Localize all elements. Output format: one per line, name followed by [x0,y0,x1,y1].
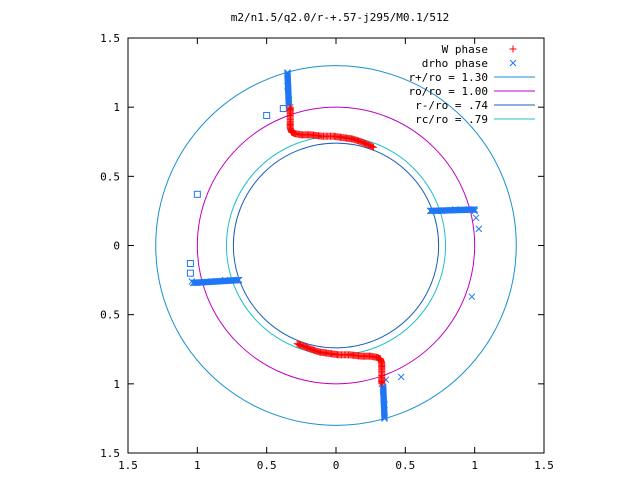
drho-phase-square [263,111,271,119]
x-tick-label: 1 [471,459,478,472]
legend-label-circle: r+/ro = 1.30 [409,71,488,84]
drho-phase-point-b [285,97,293,105]
legend-label-circle: ro/ro = 1.00 [409,85,488,98]
legend-label-drho-phase: drho phase [422,57,488,70]
drho-phase-point-b [191,279,199,287]
drho-phase-point-b [471,206,479,213]
drho-phase-series [186,69,483,422]
drho-phase-point [468,293,476,301]
radius-circles [155,65,517,426]
drho-phase-point [285,99,293,107]
drho-phase-point-b [469,206,476,213]
drho-phase-point [189,279,197,287]
drho-phase-point [379,384,387,392]
drho-phase-point [285,101,293,108]
drho-phase-point-b [468,293,476,301]
legend-label-w-phase: W phase [442,43,488,56]
data-marks [186,69,483,422]
x-tick-label: 1 [194,459,201,472]
drho-phase-point [471,206,479,213]
legend-label-circle: r-/ro = .74 [415,99,488,112]
y-tick-label: 1 [113,378,120,391]
drho-phase-square [279,105,287,113]
y-tick-label: 0.5 [100,170,120,183]
drho-phase-square [186,269,194,277]
drho-phase-point-b [285,99,293,107]
w-phase-point [368,143,376,151]
drho-phase-square [186,259,194,267]
radius-circle [225,135,447,356]
x-tick-label: 1.5 [118,459,138,472]
y-tick-label: 1.5 [100,32,120,45]
drho-phase-point [472,214,480,222]
y-tick-label: 0.5 [100,309,120,322]
drho-phase-point-b [379,383,387,390]
radius-circle [196,106,476,385]
drho-phase-point [379,383,387,390]
drho-phase-point-b [189,279,197,287]
axis-ticks: 1.5 1 0.5 0 0.5 1 1.51.510.500.511.5 [100,32,554,472]
drho-phase-point [190,279,198,287]
w-phase-point [293,340,301,348]
y-tick-label: 0 [113,240,120,253]
w-phase-point [369,143,377,151]
drho-phase-point-b [379,384,387,392]
x-tick-label: 0 [333,459,340,472]
drho-phase-point-b [379,386,387,394]
radius-circle [155,65,517,426]
chart-title: m2/n1.5/q2.0/r-+.57-j295/M0.1/512 [231,11,450,24]
w-phase-point [509,45,517,53]
legend-label-circle: rc/ro = .79 [415,113,488,126]
y-tick-label: 1 [113,101,120,114]
drho-phase-point-b [379,385,387,393]
drho-phase-point [397,373,405,381]
drho-phase-point-b [472,214,480,222]
drho-phase-point [469,206,476,213]
y-tick-label: 1.5 [100,447,120,460]
drho-phase-point-b [285,101,293,108]
x-tick-label: 1.5 [534,459,554,472]
drho-phase-point-b [475,225,483,233]
drho-phase-point [470,206,477,213]
drho-phase-point-b [190,279,198,287]
drho-phase-point-b [509,59,517,67]
radius-circle [232,142,440,349]
x-tick-label: 0.5 [395,459,415,472]
drho-phase-point-b [285,98,293,106]
drho-phase-point [475,225,483,233]
w-phase-series [286,103,386,388]
drho-phase-square [193,190,201,198]
drho-phase-point [191,279,199,287]
drho-phase-point-b [397,373,405,381]
x-tick-label: 0.5 [257,459,277,472]
drho-phase-point [379,385,387,393]
drho-phase-point-b [470,206,477,213]
drho-phase-point [509,59,517,67]
drho-phase-point [285,98,293,106]
